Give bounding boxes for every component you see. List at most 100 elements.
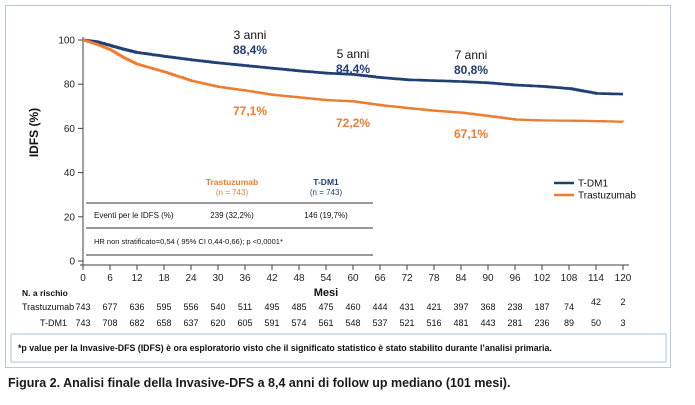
x-tick-label: 72 [401,273,413,284]
x-tick-label: 36 [239,273,251,284]
x-tick-label: 96 [509,273,521,284]
y-tick-label: 60 [64,124,76,135]
at-risk-row-label: Trastuzumab [22,302,74,312]
at-risk-value: 443 [480,318,495,328]
annotation-year-label: 5 anni [337,47,370,61]
x-tick-label: 42 [266,273,278,284]
annotation-tdm1-value: 88,4% [233,43,267,57]
at-risk-value: 481 [453,318,468,328]
at-risk-value: 397 [453,302,468,312]
at-risk-value: 521 [399,318,414,328]
chart-axes: 0 20 40 60 80 100 0 6 12 18 24 30 36 42 48 54 60 66 72 78 84… [27,36,632,300]
at-risk-value: 460 [345,302,360,312]
at-risk-value: 236 [534,318,549,328]
figure-frame: 0 20 40 60 80 100 0 6 12 18 24 30 36 42 48 54 60 66 72 78 84… [5,5,671,368]
x-tick-label: 78 [428,273,440,284]
x-tick-label: 90 [482,273,494,284]
y-tick-label: 100 [58,36,75,47]
x-axis-label: Mesi [314,287,338,299]
x-tick-label: 12 [131,273,143,284]
annotation-year-label: 7 anni [455,48,488,62]
at-risk-value: 431 [399,302,414,312]
annotation-trastuzumab-value: 77,1% [233,104,267,118]
x-tick-label: 30 [212,273,224,284]
at-risk-value: 444 [372,302,387,312]
x-tick-label: 66 [374,273,386,284]
at-risk-value: 540 [210,302,225,312]
at-risk-value: 595 [156,302,171,312]
x-tick-label: 120 [615,273,632,284]
at-risk-value: 511 [238,302,252,312]
at-risk-value: 591 [264,318,279,328]
at-risk-value: 368 [480,302,495,312]
x-tick-label: 6 [107,273,113,284]
legend-label: T-DM1 [578,179,608,190]
at-risk-value: 516 [426,318,441,328]
annotation-trastuzumab-value: 67,1% [454,127,488,141]
stats-col1-header: Trastuzumab [206,177,258,187]
stats-col1-value: 239 (32,2%) [210,211,254,220]
series-line-trastuzumab [83,38,625,123]
y-tick-label: 20 [64,212,76,223]
at-risk-value: 561 [318,318,333,328]
x-tick-label: 48 [293,273,305,284]
y-tick-label: 40 [64,168,76,179]
x-tick-label: 84 [455,273,467,284]
x-tick-label: 114 [588,273,604,284]
at-risk-value: 89 [564,318,574,328]
at-risk-value: 548 [345,318,360,328]
at-risk-value: 50 [591,318,601,328]
annotation-tdm1-value: 80,8% [454,63,488,77]
at-risk-value: 636 [129,302,144,312]
at-risk-value: 281 [507,318,522,328]
stats-col1-sub: (n = 743) [216,188,249,197]
legend-label: Trastuzumab [578,191,636,202]
at-risk-value: 658 [156,318,171,328]
at-risk-value: 2 [620,297,625,307]
x-tick-label: 102 [534,273,551,284]
x-tick-label: 60 [347,273,359,284]
at-risk-value: 42 [591,297,601,307]
survival-curves [83,38,625,123]
at-risk-value: 620 [210,318,225,328]
x-tick-label: 18 [158,273,170,284]
at-risk-value: 708 [102,318,117,328]
at-risk-value: 682 [129,318,144,328]
footnote-text: *p value per la Invasive-DFS (IDFS) è or… [18,343,552,353]
stats-row-label: Eventi per le IDFS (%) [94,211,174,220]
at-risk-value: 677 [102,302,117,312]
footnote-border [10,333,667,363]
y-tick-label: 0 [69,257,75,268]
x-tick-label: 24 [185,273,197,284]
stats-col2-sub: (n = 743) [310,188,343,197]
at-risk-value: 187 [534,302,549,312]
stats-table: Trastuzumab(n = 743)T-DM1(n = 743)Eventi… [86,177,373,256]
at-risk-value: 238 [507,302,522,312]
y-axis-label: IDFS (%) [27,108,41,157]
at-risk-value: 495 [264,302,279,312]
stats-col2-value: 146 (19,7%) [304,211,348,220]
annotation-trastuzumab-value: 72,2% [336,116,370,130]
x-tick-label: 54 [320,273,332,284]
at-risk-value: 574 [291,318,306,328]
at-risk-value: 485 [291,302,306,312]
at-risk-value: 743 [75,302,90,312]
annotation-year-label: 3 anni [234,28,267,42]
at-risk-value: 3 [620,318,625,328]
at-risk-value: 556 [183,302,198,312]
footnote-box: *p value per la Invasive-DFS (IDFS) è or… [10,333,667,363]
series-line-t-dm1 [83,38,623,96]
x-tick-label: 0 [80,273,86,284]
x-tick-label: 108 [561,273,578,284]
stats-col2-header: T-DM1 [313,177,339,187]
annotation-tdm1-value: 84,4% [336,62,370,76]
at-risk-value: 421 [426,302,441,312]
at-risk-value: 74 [564,302,574,312]
at-risk-header: N. a rischio [22,288,68,298]
at-risk-value: 743 [75,318,90,328]
at-risk-value: 475 [318,302,333,312]
